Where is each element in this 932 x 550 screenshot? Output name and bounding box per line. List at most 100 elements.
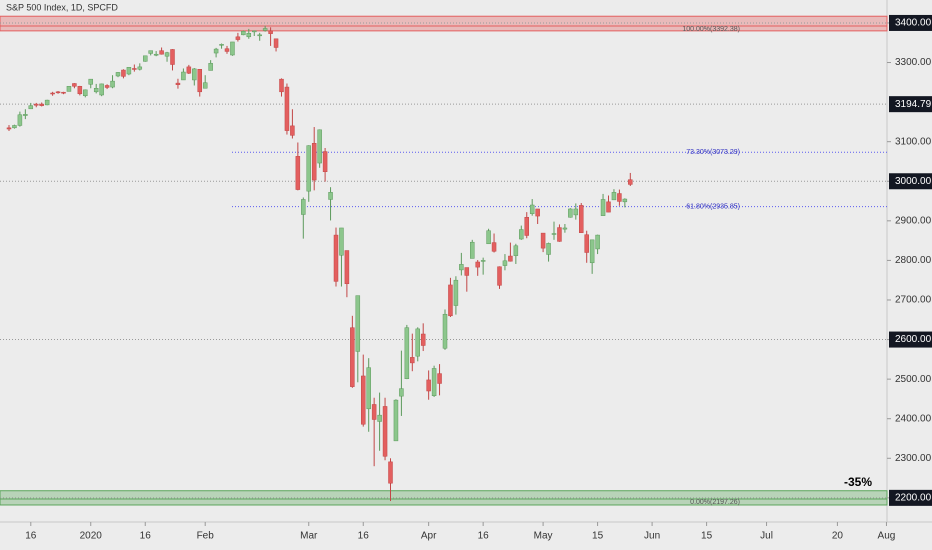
- candle-body: [540, 232, 546, 249]
- candle-body: [573, 208, 579, 216]
- candle-body: [93, 88, 99, 93]
- candle-body: [584, 234, 589, 253]
- y-tick-label: 2700.00: [895, 295, 932, 306]
- candle-body: [344, 250, 350, 285]
- candle-body: [459, 264, 464, 271]
- y-tick-label: 2800.00: [895, 255, 932, 266]
- candle-body: [464, 267, 470, 276]
- candle-body: [404, 327, 410, 379]
- candle-body: [23, 114, 28, 116]
- y-tick-label: 2600.00: [895, 334, 932, 345]
- candle-body: [50, 92, 55, 95]
- price-box: [889, 331, 932, 348]
- candle-body: [486, 230, 491, 245]
- x-tick-label: Apr: [421, 531, 437, 542]
- y-tick-label: 2500.00: [895, 374, 932, 385]
- candle-body: [480, 260, 486, 262]
- candle-body: [284, 86, 290, 131]
- candle-body: [153, 53, 159, 56]
- price-box: [889, 14, 932, 31]
- x-tick-label: Jun: [644, 531, 660, 542]
- candle-body: [99, 83, 104, 96]
- candle-body: [219, 44, 224, 46]
- candle-body: [377, 414, 382, 422]
- candle-body: [448, 284, 453, 317]
- zone-label: 100.00%(3392.38): [682, 26, 740, 33]
- candle-body: [579, 205, 584, 233]
- candle-body: [142, 55, 148, 62]
- candle-body: [399, 388, 404, 397]
- x-tick-label: Mar: [300, 531, 318, 542]
- candle-body: [557, 227, 562, 242]
- x-tick-label: 15: [701, 531, 713, 542]
- candle-body: [529, 204, 535, 214]
- candle-body: [360, 375, 366, 425]
- candle-body: [164, 52, 170, 57]
- candle-body: [104, 85, 110, 88]
- candle-body: [88, 78, 93, 85]
- price-box: [889, 173, 932, 190]
- candle-body: [328, 192, 333, 200]
- candle-body: [44, 99, 50, 106]
- y-tick-label: 2900.00: [895, 215, 932, 226]
- x-tick-label: Aug: [878, 531, 896, 542]
- candle-body: [366, 367, 371, 410]
- candle-body: [415, 328, 420, 357]
- price-box: [889, 489, 932, 506]
- candle-body: [453, 279, 459, 306]
- candle-body: [213, 48, 219, 54]
- candle-body: [115, 72, 121, 77]
- candle-body: [611, 192, 617, 201]
- candle-body: [475, 261, 480, 268]
- candle-body: [6, 127, 12, 130]
- candle-body: [524, 217, 529, 236]
- candle-body: [442, 313, 448, 349]
- candle-body: [551, 233, 557, 235]
- candle-body: [159, 50, 164, 55]
- y-tick-label: 3400.00: [895, 18, 932, 29]
- candle-body: [251, 30, 257, 33]
- candle-body: [628, 179, 633, 185]
- x-tick-label: 20: [832, 531, 844, 542]
- y-tick-label: 3000.00: [895, 176, 932, 187]
- x-tick-label: 16: [25, 531, 37, 542]
- candle-body: [508, 255, 513, 262]
- candle-body: [333, 234, 339, 282]
- candle-body: [295, 156, 301, 190]
- candle-body: [132, 68, 137, 70]
- candle-body: [290, 125, 295, 136]
- candle-body: [371, 404, 377, 420]
- candle-body: [469, 241, 475, 259]
- candle-body: [382, 406, 388, 457]
- candle-body: [181, 71, 186, 81]
- candle-body: [393, 399, 399, 442]
- candle-body: [426, 379, 431, 392]
- candle-body: [546, 243, 551, 255]
- candle-body: [355, 295, 361, 352]
- candle-body: [224, 48, 230, 52]
- x-tick-label: Jul: [760, 531, 773, 542]
- candle-body: [230, 41, 235, 56]
- candle-body: [437, 373, 442, 384]
- zone: [0, 15, 888, 32]
- candle-body: [121, 69, 126, 77]
- candle-body: [186, 66, 192, 74]
- annotation: -35%: [844, 475, 872, 489]
- candle-body: [497, 266, 502, 286]
- candle-body: [241, 31, 246, 36]
- candle-body: [388, 461, 393, 484]
- y-tick-label: 2300.00: [895, 453, 932, 464]
- candle-body: [410, 357, 415, 364]
- candle-body: [126, 67, 132, 75]
- candle-body: [279, 78, 284, 93]
- candle-body: [491, 242, 497, 252]
- candle-body: [33, 103, 39, 106]
- candle-body: [61, 91, 66, 94]
- candle-body: [208, 63, 213, 71]
- candle-body: [322, 151, 328, 173]
- candle-body: [197, 69, 202, 93]
- chart-title: S&P 500 Index, 1D, SPCFD: [6, 2, 118, 12]
- candle-body: [246, 32, 252, 38]
